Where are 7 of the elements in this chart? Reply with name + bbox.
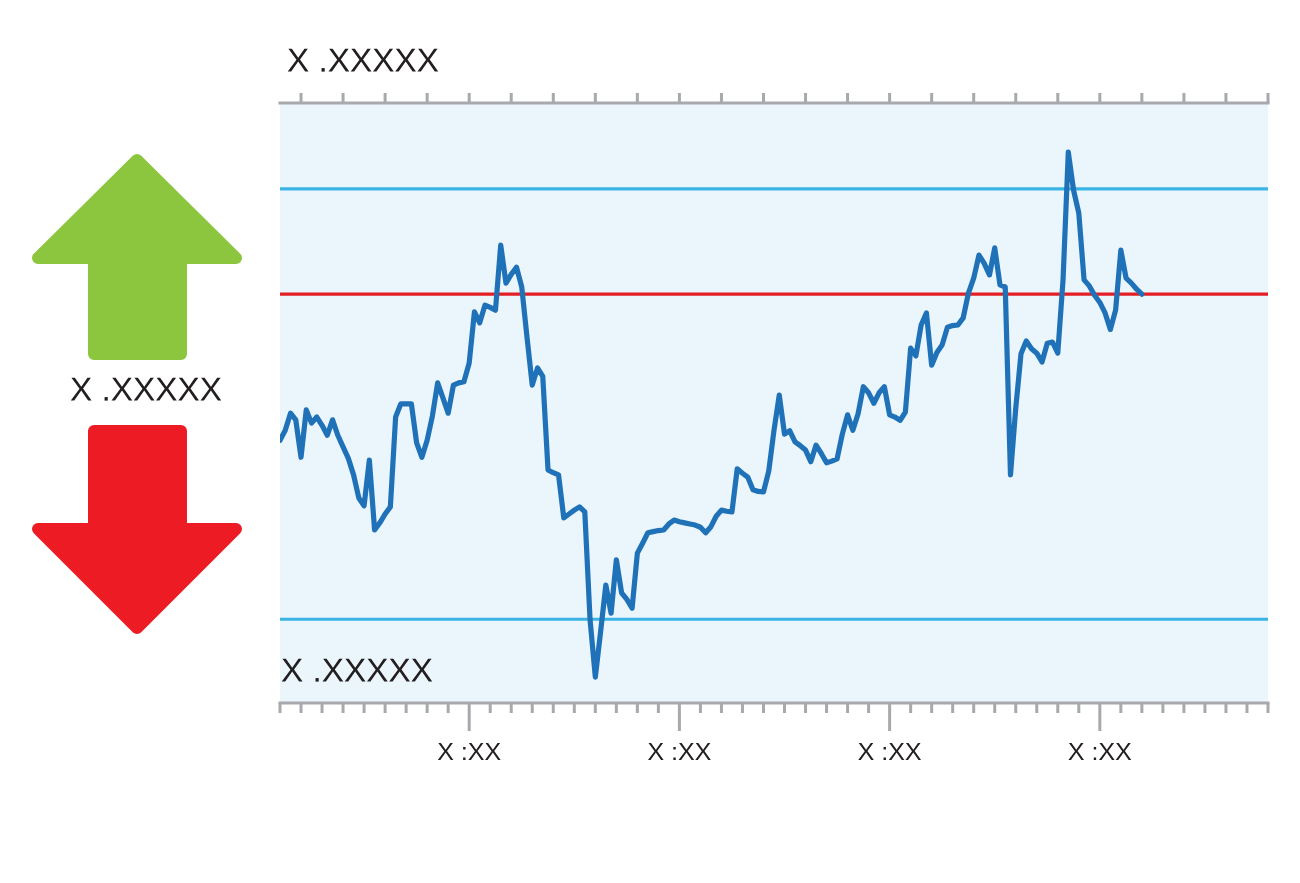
x-tick-label: X :XX [648,742,711,761]
text: X .XXXXX [287,48,439,72]
x-tick-label: X :XX [437,742,501,761]
text: X .XXXXX [70,377,222,401]
annotation: X .XXXXX [281,658,433,682]
x-tick-label: X :XX [858,742,922,761]
x-tick-label: X :XX [1068,742,1132,761]
